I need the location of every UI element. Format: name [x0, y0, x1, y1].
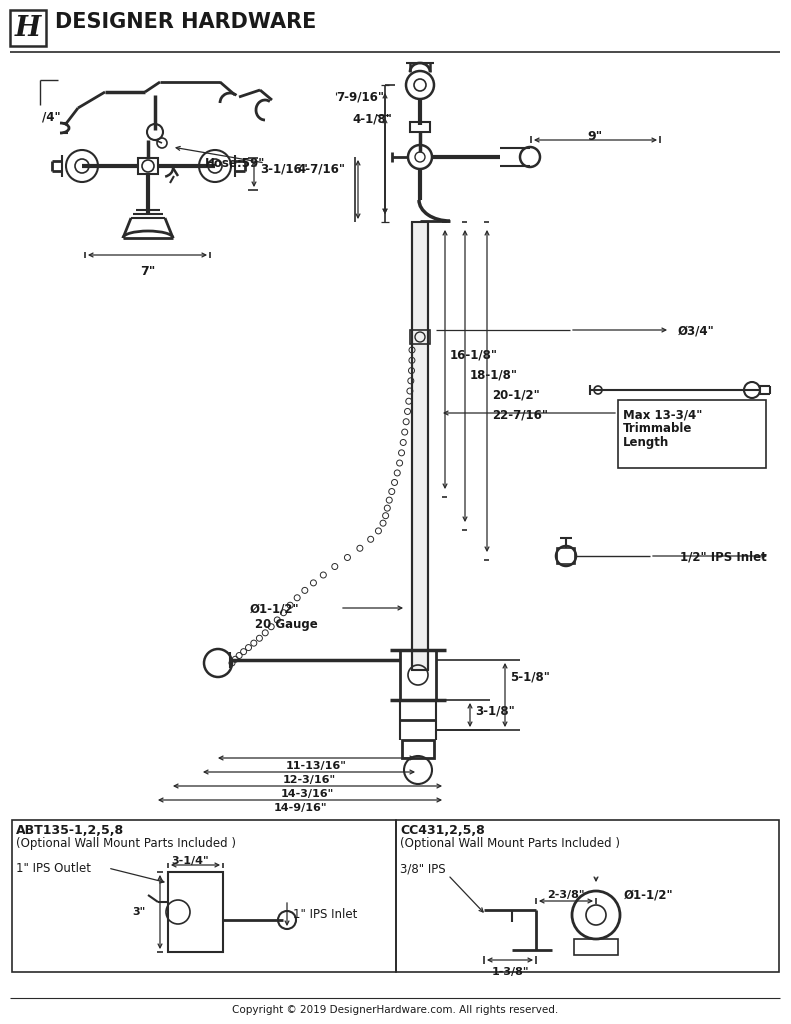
- Text: 5-1/8": 5-1/8": [510, 670, 550, 683]
- Text: 20 Gauge: 20 Gauge: [255, 618, 318, 631]
- Bar: [412, 222, 428, 670]
- Text: 14-9/16": 14-9/16": [273, 803, 327, 813]
- Bar: [138, 158, 158, 174]
- Text: 1" IPS Inlet: 1" IPS Inlet: [293, 908, 358, 921]
- Text: 20-1/2": 20-1/2": [492, 388, 539, 401]
- Text: 9": 9": [588, 130, 603, 143]
- Text: 3-1/16": 3-1/16": [260, 162, 308, 175]
- Text: 12-3/16": 12-3/16": [282, 775, 335, 785]
- Text: 11-13/16": 11-13/16": [286, 761, 346, 771]
- Text: 22-7/16": 22-7/16": [492, 409, 548, 422]
- Text: /4": /4": [42, 110, 61, 123]
- Text: 1" IPS Outlet: 1" IPS Outlet: [16, 862, 91, 874]
- Bar: [410, 122, 430, 132]
- Text: 3-1/4": 3-1/4": [171, 856, 209, 866]
- Text: ABT135-1,2,5,8: ABT135-1,2,5,8: [16, 824, 124, 837]
- Text: Max 13-3/4": Max 13-3/4": [623, 408, 702, 421]
- Text: 2-3/8": 2-3/8": [547, 890, 585, 900]
- Text: 7": 7": [140, 265, 156, 278]
- Bar: [396, 820, 779, 972]
- Text: 3": 3": [133, 907, 146, 918]
- Bar: [618, 400, 766, 468]
- Text: Ø1-1/2": Ø1-1/2": [250, 602, 300, 615]
- Text: 4-7/16": 4-7/16": [297, 163, 345, 176]
- Text: 3/8" IPS: 3/8" IPS: [400, 862, 445, 874]
- Bar: [400, 650, 436, 700]
- Bar: [410, 330, 430, 344]
- Text: Hose:59": Hose:59": [205, 157, 265, 170]
- Bar: [557, 548, 575, 564]
- Text: 18-1/8": 18-1/8": [470, 369, 518, 382]
- Text: Length: Length: [623, 436, 669, 449]
- Text: Copyright © 2019 DesignerHardware.com. All rights reserved.: Copyright © 2019 DesignerHardware.com. A…: [232, 1005, 558, 1015]
- Text: (Optional Wall Mount Parts Included ): (Optional Wall Mount Parts Included ): [16, 837, 236, 850]
- Bar: [168, 872, 223, 952]
- Bar: [574, 939, 618, 955]
- Bar: [10, 10, 46, 46]
- Text: 16-1/8": 16-1/8": [450, 348, 498, 361]
- Text: DESIGNER HARDWARE: DESIGNER HARDWARE: [55, 12, 316, 32]
- Bar: [402, 740, 434, 758]
- Text: 14-3/16": 14-3/16": [280, 790, 334, 799]
- Text: 1/2" IPS Inlet: 1/2" IPS Inlet: [680, 550, 766, 563]
- Text: 4-1/8": 4-1/8": [352, 113, 392, 126]
- Text: 7-9/16": 7-9/16": [336, 90, 384, 103]
- Text: 3-1/8": 3-1/8": [475, 705, 515, 718]
- Text: H: H: [15, 14, 41, 42]
- Text: Ø3/4": Ø3/4": [678, 325, 715, 338]
- Text: Trimmable: Trimmable: [623, 422, 692, 435]
- Bar: [12, 820, 396, 972]
- Text: (Optional Wall Mount Parts Included ): (Optional Wall Mount Parts Included ): [400, 837, 620, 850]
- Text: Ø1-1/2": Ø1-1/2": [624, 888, 674, 901]
- Text: CC431,2,5,8: CC431,2,5,8: [400, 824, 485, 837]
- Text: 1-3/8": 1-3/8": [491, 967, 528, 977]
